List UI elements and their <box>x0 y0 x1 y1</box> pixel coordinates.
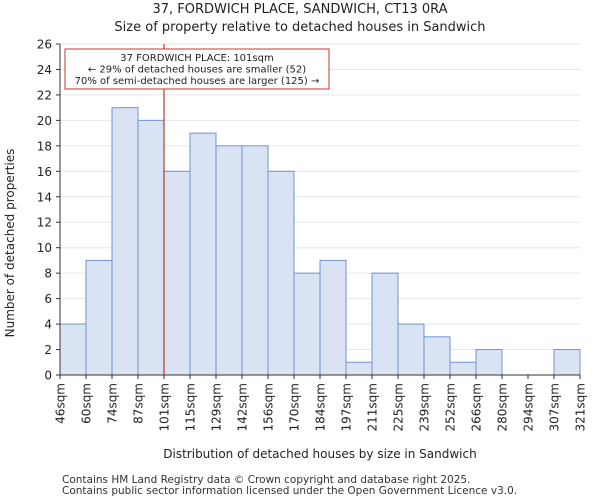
bar <box>267 170 295 376</box>
y-tick-label: 8 <box>44 267 52 281</box>
bar <box>137 119 165 376</box>
bar <box>163 170 191 376</box>
footer-copyright: Contains HM Land Registry data © Crown c… <box>62 474 471 486</box>
y-tick-label: 18 <box>37 139 52 153</box>
x-tick-label: 156sqm <box>262 383 276 431</box>
y-tick-label: 16 <box>37 165 52 179</box>
y-tick-label: 14 <box>37 190 52 204</box>
x-tick-label: 321sqm <box>574 383 588 431</box>
chart-subtitle: Size of property relative to detached ho… <box>114 20 486 35</box>
bar <box>215 145 243 376</box>
bar <box>189 132 217 376</box>
x-tick-label: 294sqm <box>522 383 536 431</box>
x-tick-label: 142sqm <box>236 383 250 431</box>
annotation-box <box>64 48 330 90</box>
x-tick-label: 129sqm <box>210 383 224 431</box>
y-tick-label: 10 <box>37 241 52 255</box>
x-tick-label: 46sqm <box>54 383 68 424</box>
x-tick-label: 184sqm <box>314 383 328 431</box>
x-tick-label: 170sqm <box>288 383 302 431</box>
bar <box>371 272 399 376</box>
annotation-larger: 70% of semi-detached houses are larger (… <box>75 76 320 87</box>
x-tick-label: 211sqm <box>366 383 380 431</box>
y-tick-label: 2 <box>44 343 52 357</box>
x-axis-label: Distribution of detached houses by size … <box>163 447 476 461</box>
footer-licence: Contains public sector information licen… <box>62 485 518 497</box>
bar <box>553 349 581 376</box>
bar <box>475 349 503 376</box>
bar <box>241 145 269 376</box>
x-tick-label: 87sqm <box>132 383 146 424</box>
bar <box>59 323 87 376</box>
x-tick-label: 197sqm <box>340 383 354 431</box>
bar <box>345 361 373 376</box>
y-tick-label: 6 <box>44 292 52 306</box>
annotation-title: 37 FORDWICH PLACE: 101sqm <box>120 53 273 64</box>
y-tick-label: 22 <box>37 88 52 102</box>
y-tick-label: 24 <box>37 63 52 77</box>
bar <box>85 259 113 376</box>
bar <box>397 323 425 376</box>
x-tick-label: 115sqm <box>184 383 198 431</box>
x-tick-label: 307sqm <box>548 383 562 431</box>
x-tick-label: 60sqm <box>80 383 94 424</box>
x-tick-label: 74sqm <box>106 383 120 424</box>
bar <box>319 259 347 376</box>
y-tick-label: 0 <box>44 369 52 383</box>
bar <box>293 272 321 376</box>
y-tick-label: 12 <box>37 216 52 230</box>
bar <box>449 361 477 376</box>
bar <box>111 107 139 376</box>
x-tick-label: 252sqm <box>444 383 458 431</box>
y-tick-label: 26 <box>37 38 52 52</box>
y-tick-label: 4 <box>44 318 52 332</box>
y-axis-label: Number of detached properties <box>3 149 17 338</box>
x-tick-label: 280sqm <box>496 383 510 431</box>
x-tick-label: 266sqm <box>470 383 484 431</box>
y-tick-label: 20 <box>37 114 52 128</box>
bar <box>423 336 451 376</box>
x-tick-label: 225sqm <box>392 383 406 431</box>
x-tick-label: 239sqm <box>418 383 432 431</box>
x-tick-label: 101sqm <box>158 383 172 431</box>
annotation-smaller: ← 29% of detached houses are smaller (52… <box>88 65 306 76</box>
chart-title: 37, FORDWICH PLACE, SANDWICH, CT13 0RA <box>152 2 448 17</box>
